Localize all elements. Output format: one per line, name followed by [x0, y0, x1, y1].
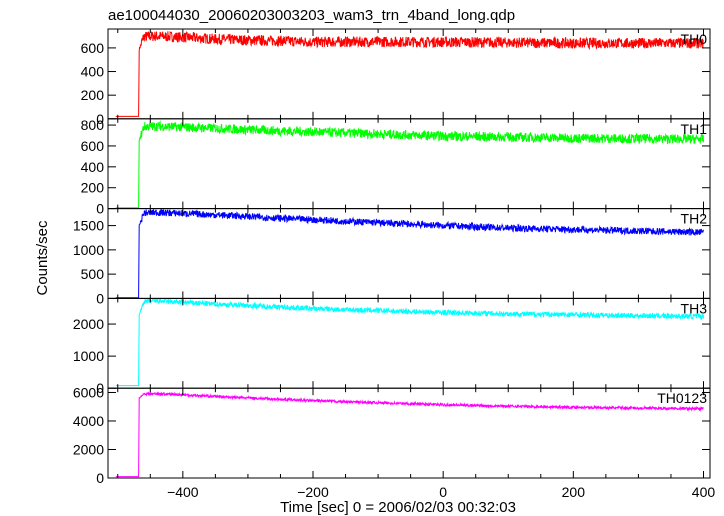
series-line-th3: [115, 297, 704, 387]
y-tick-label: 1000: [73, 348, 104, 364]
chart-title: ae100044030_20060203003203_wam3_trn_4ban…: [108, 7, 515, 24]
y-tick-label: 800: [81, 117, 105, 133]
panel-frame: [107, 208, 711, 299]
y-tick-label: 0: [96, 380, 104, 396]
series-line-th0123: [115, 391, 704, 478]
panels: 0 200 400 600 TH0 0 200 400 600 800 TH1 0 500 1000 150…: [73, 28, 711, 486]
panel-frame: [107, 387, 711, 479]
y-tick-label: 400: [81, 64, 105, 80]
panel-th3: 0 1000 2000 TH3: [73, 297, 711, 396]
y-tick-label: 500: [81, 266, 105, 282]
y-tick-label: 200: [81, 180, 105, 196]
panel-th0: 0 200 400 600 TH0: [81, 28, 711, 127]
y-tick-label: 4000: [73, 413, 104, 429]
series-line-th1: [115, 120, 704, 209]
y-tick-label: 0: [96, 201, 104, 217]
y-tick-label: 200: [81, 87, 105, 103]
series-line-th0: [115, 30, 704, 117]
y-tick-label: 0: [96, 470, 104, 486]
x-tick-label: 400: [692, 484, 716, 500]
y-tick-label: 1500: [73, 218, 104, 234]
panel-th0123: 0 2000 4000 6000 TH0123: [73, 384, 711, 486]
x-axis-label: Time [sec] 0 = 2006/02/03 00:32:03: [280, 499, 516, 516]
y-tick-label: 0: [96, 111, 104, 127]
series-label: TH1: [681, 121, 708, 137]
series-line-th2: [115, 209, 704, 299]
x-tick-label: −200: [297, 484, 329, 500]
panel-th2: 0 500 1000 1500 TH2: [73, 208, 711, 306]
y-tick-label: 1000: [73, 242, 104, 258]
x-tick-label: −400: [167, 484, 199, 500]
x-tick-label: 200: [562, 484, 586, 500]
x-tick-label: 0: [439, 484, 447, 500]
y-axis-label: Counts/sec: [34, 220, 51, 296]
series-label: TH2: [681, 211, 708, 227]
series-label: TH0123: [657, 390, 707, 406]
x-axis: −400 −200 0 200 400: [167, 484, 715, 500]
y-tick-label: 600: [81, 40, 105, 56]
y-tick-label: 2000: [73, 316, 104, 332]
y-tick-label: 400: [81, 159, 105, 175]
series-label: TH0: [681, 31, 708, 47]
y-tick-label: 600: [81, 138, 105, 154]
y-tick-label: 2000: [73, 441, 104, 457]
y-tick-label: 6000: [73, 384, 104, 400]
panel-th1: 0 200 400 600 800 TH1: [81, 117, 711, 217]
series-label: TH3: [681, 300, 708, 316]
panel-frame: [107, 118, 711, 210]
y-tick-label: 0: [96, 290, 104, 306]
